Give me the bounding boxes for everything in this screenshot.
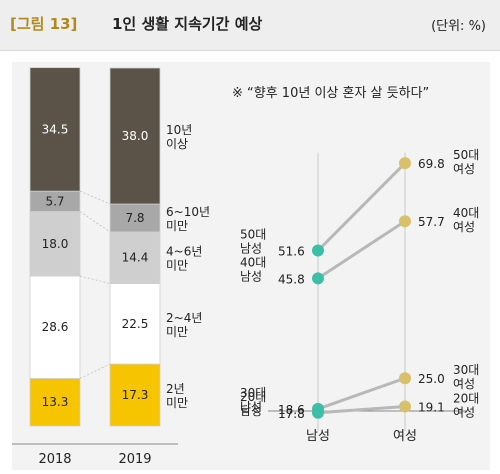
female-value-label-0: 69.8 [418, 157, 445, 171]
bar-value-label-2019-2: 14.4 [122, 251, 149, 265]
bar-connector-4 [79, 190, 111, 205]
slope-line-3 [317, 405, 406, 415]
bar-segment-2018-2 [29, 211, 81, 277]
female-series-label-1: 40대 여성 [453, 206, 479, 234]
male-point-3 [312, 406, 324, 419]
bar-value-label-2018-1: 28.6 [42, 320, 69, 334]
male-value-label-1: 45.8 [278, 272, 305, 286]
female-point-1 [399, 215, 411, 228]
male-value-label-0: 51.6 [278, 245, 305, 259]
male-value-label-2: 18.6 [278, 403, 305, 417]
female-series-label-3: 20대 여성 [453, 392, 479, 420]
bar-segment-2018-1 [29, 275, 81, 379]
legend-label-1: 2~4년 미만 [166, 311, 202, 339]
figure-title: 1인 생활 지속기간 예상 [112, 15, 263, 33]
legend-label-4: 10년 이상 [166, 123, 192, 151]
legend-label-2: 4~6년 미만 [166, 245, 202, 273]
female-point-3 [399, 400, 411, 413]
slope-line-1 [317, 219, 406, 280]
line-chart-note: ※ “향후 10년 이상 혼자 살 듯하다” [232, 86, 430, 101]
male-series-label-2: 30대 남성 [240, 386, 266, 414]
slope-x-label-1: 여성 [393, 429, 417, 444]
male-series-label-1: 40대 남성 [240, 255, 266, 283]
bar-value-label-2019-0: 17.3 [122, 388, 149, 402]
x-tick-label-2019: 2019 [118, 452, 151, 467]
bar-connector-1 [79, 363, 111, 379]
female-series-label-0: 50대 여성 [453, 148, 479, 176]
bar-value-label-2019-3: 7.8 [125, 211, 144, 225]
female-value-label-2: 25.0 [418, 372, 445, 386]
bar-segment-2018-0 [29, 377, 81, 427]
chart-panel [12, 62, 490, 470]
figure-number: [그림 13] [10, 15, 78, 33]
x-tick-label-2018: 2018 [38, 452, 71, 467]
bar-segment-2019-1 [109, 283, 161, 365]
bar-value-label-2018-0: 13.3 [42, 395, 69, 409]
figure-header: [그림 13] 1인 생활 지속기간 예상 (단위: %) [0, 0, 500, 51]
slope-line-0 [316, 162, 407, 252]
male-point-1 [312, 272, 324, 285]
bar-segment-2019-3 [109, 203, 161, 233]
female-value-label-1: 57.7 [418, 215, 445, 229]
bar-connector-3 [79, 211, 111, 233]
unit-label: (단위: %) [431, 19, 486, 34]
male-series-label-0: 50대 남성 [240, 228, 266, 256]
female-point-2 [399, 372, 411, 385]
female-series-label-2: 30대 여성 [453, 363, 479, 391]
bar-value-label-2019-1: 22.5 [122, 317, 149, 331]
bar-segment-2019-0 [109, 363, 161, 427]
legend-label-3: 6~10년 미만 [166, 205, 210, 233]
slope-x-label-0: 남성 [306, 429, 330, 444]
bar-value-label-2019-4: 38.0 [122, 129, 149, 143]
female-value-label-3: 19.1 [418, 401, 445, 415]
male-value-label-3: 17.8 [278, 407, 305, 421]
bar-segment-2019-4 [109, 67, 161, 205]
legend-label-0: 2년 미만 [166, 382, 188, 410]
bar-value-label-2018-3: 5.7 [45, 194, 64, 208]
bar-segment-2018-4 [29, 67, 81, 192]
female-point-0 [399, 157, 411, 170]
bar-segment-2019-2 [109, 231, 161, 284]
slope-line-2 [317, 376, 406, 411]
bar-connector-2 [79, 275, 111, 284]
male-point-0 [312, 244, 324, 257]
bar-value-label-2018-2: 18.0 [42, 237, 69, 251]
bar-value-label-2018-4: 34.5 [42, 122, 69, 136]
male-series-label-3: 20대 남성 [240, 390, 266, 418]
